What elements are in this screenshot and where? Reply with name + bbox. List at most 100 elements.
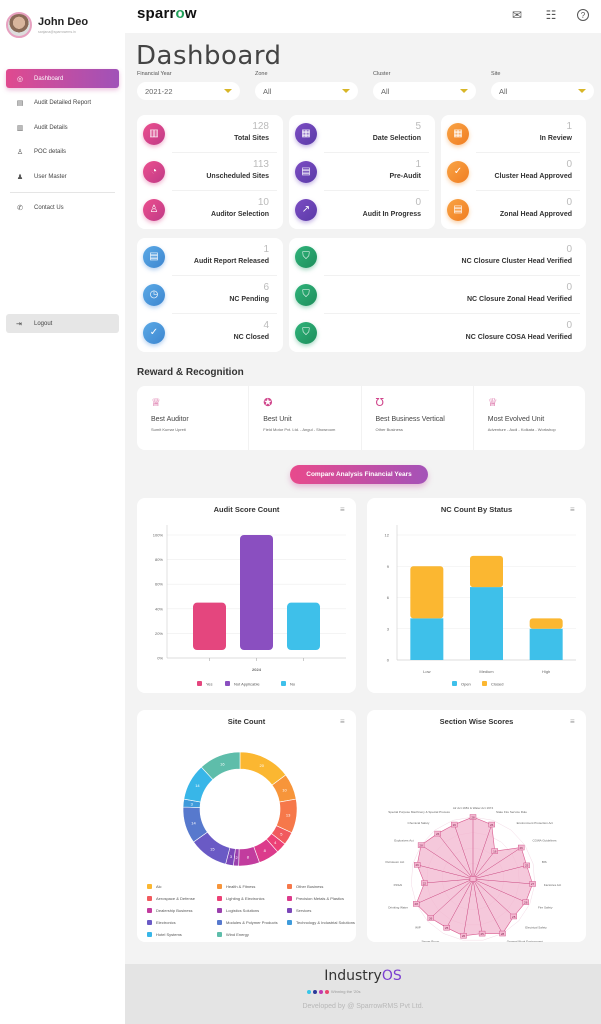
user-profile[interactable]: John Deo sanjana@sparrowrms.in — [6, 12, 88, 38]
medal-icon: ✪ — [263, 397, 273, 409]
bar-medium-closed — [470, 555, 503, 588]
stats-card-sites: ▥ 128 Total Sites ◔ 113 Unscheduled Sites ♙ 10 A… — [137, 115, 283, 229]
legend-swatch — [147, 896, 152, 901]
stats-card-audit-stages: ▦ 5 Date Selection ▤ 1 Pre-Audit ↗ 0 Audit In Pr… — [289, 115, 435, 229]
stat-pre-audit[interactable]: ▤ 1 Pre-Audit — [289, 153, 435, 191]
menu-icon[interactable]: ≡ — [340, 505, 345, 514]
site-select[interactable]: All — [491, 82, 594, 100]
compare-analysis-button[interactable]: Compare Analysis Financial Years — [290, 465, 428, 484]
menu-icon[interactable]: ≡ — [570, 505, 575, 514]
legend-swatch — [287, 908, 292, 913]
sidebar-item-user-master[interactable]: ♟ User Master — [6, 167, 119, 186]
stat-audit-in-progress[interactable]: ↗ 0 Audit In Progress — [289, 191, 435, 229]
reward-subtitle: Adventure - Audi - Kolkata - Workshop — [487, 427, 556, 432]
sidebar-item-label: Audit Details — [34, 124, 68, 131]
clipboard-icon[interactable]: ☷ — [545, 8, 557, 22]
radar-value: 26 — [524, 900, 528, 904]
radar-axis-label: Server Room — [422, 940, 440, 942]
radar-spoke — [463, 878, 474, 936]
sparrow-logo[interactable]: sparrow — [137, 5, 197, 22]
radar-axis-label: Special Purpose Machinery & Special Proc… — [388, 810, 450, 814]
y-tick-label: 0 — [387, 658, 390, 663]
stat-audit-report-released[interactable]: ▤ 1 Audit Report Released — [137, 238, 283, 276]
zone-select[interactable]: All — [255, 82, 358, 100]
logo-text: sparr — [137, 5, 176, 22]
y-tick-label: 60% — [155, 582, 163, 587]
sidebar-item-label: Contact Us — [34, 205, 64, 211]
legend-label: Health & Fitness — [226, 884, 255, 889]
radar-spoke — [430, 878, 474, 919]
chat-icon[interactable]: ✉ — [511, 8, 523, 22]
radar-spoke — [472, 878, 514, 917]
bar-yes — [193, 602, 226, 650]
sidebar-item-poc-details[interactable]: ♙ POC details — [6, 143, 119, 162]
stats-card-nc: ▤ 1 Audit Report Released ◷ 6 NC Pending ✓ 4 NC … — [137, 238, 283, 352]
stat-nc-closure-cluster-head-verified[interactable]: ⛉ 0 NC Closure Cluster Head Verified — [289, 238, 586, 276]
footer: IndustryOS Winning the '20s Developed by… — [125, 964, 601, 1024]
radar-spoke — [472, 824, 492, 880]
reward-best-unit[interactable]: ✪ Best Unit Field Motor Pvt. Ltd. - Angu… — [249, 386, 362, 450]
legend-swatch — [217, 920, 222, 925]
user-email: sanjana@sparrowrms.in — [38, 30, 76, 34]
menu-icon[interactable]: ≡ — [570, 717, 575, 726]
stat-icon: ⛉ — [295, 284, 317, 306]
slice-label: 3 — [191, 801, 194, 806]
radar-value: 26 — [429, 916, 433, 920]
reward-best-business-vertical[interactable]: ℧ Best Business Vertical Other Business — [362, 386, 474, 450]
stat-label: NC Closure Zonal Head Verified — [466, 296, 572, 303]
legend-swatch — [197, 681, 202, 686]
help-icon[interactable]: ? — [577, 9, 589, 21]
reward-most-evolved-unit[interactable]: ♕ Most Evolved Unit Adventure - Audi - K… — [474, 386, 585, 450]
stat-nc-closure-cosa-head-verified[interactable]: ⛉ 0 NC Closure COSA Head Verified — [289, 314, 586, 352]
stat-zonal-head-approved[interactable]: ▤ 0 Zonal Head Approved — [441, 191, 586, 229]
stat-icon: ▦ — [295, 123, 317, 145]
y-tick-label: 100% — [153, 533, 164, 538]
sidebar-item-audit-details[interactable]: ▥ Audit Details — [6, 118, 119, 137]
stat-label: NC Closure Cluster Head Verified — [461, 258, 572, 265]
stat-icon: ✓ — [447, 161, 469, 183]
filter-label: Financial Year — [137, 71, 172, 77]
stat-label: Total Sites — [234, 135, 269, 142]
stat-nc-pending[interactable]: ◷ 6 NC Pending — [137, 276, 283, 314]
reward-best-auditor[interactable]: ♕ Best Auditor Sumit Kumar Upreti — [137, 386, 250, 450]
stat-icon: ↗ — [295, 199, 317, 221]
dot-icon — [325, 989, 329, 994]
select-value: All — [263, 86, 272, 96]
reward-title: Best Business Vertical — [375, 416, 445, 423]
section-scores-chart-card: Section Wise Scores ≡ 28 Air Act 1981 & W… — [367, 710, 586, 942]
stat-in-review[interactable]: ▦ 1 In Review — [441, 115, 586, 153]
stat-date-selection[interactable]: ▦ 5 Date Selection — [289, 115, 435, 153]
legend-label: Technology & Industrial Solutions — [296, 920, 355, 925]
slice-wind-energy — [200, 751, 241, 781]
radar-value: 26 — [490, 823, 494, 827]
stat-label: Audit Report Released — [193, 258, 269, 265]
radar-spoke — [472, 878, 483, 934]
sidebar-item-label: Dashboard — [34, 75, 64, 82]
stat-nc-closed[interactable]: ✓ 4 NC Closed — [137, 314, 283, 352]
cluster-select[interactable]: All — [373, 82, 476, 100]
financial-year-select[interactable]: 2021-22 — [137, 82, 240, 100]
stat-label: Pre-Audit — [389, 173, 422, 180]
stat-icon: ▦ — [447, 123, 469, 145]
nc-status-chart: 0 3 6 9 12 Low Medium High Open Closed — [385, 525, 576, 687]
stat-auditor-selection[interactable]: ♙ 10 Auditor Selection — [137, 191, 283, 229]
y-tick-label: 9 — [387, 564, 390, 569]
select-value: 2021-22 — [145, 86, 173, 96]
menu-icon[interactable]: ≡ — [340, 717, 345, 726]
stat-cluster-head-approved[interactable]: ✓ 0 Cluster Head Approved — [441, 153, 586, 191]
stat-value: 113 — [253, 159, 269, 170]
legend-swatch — [281, 681, 286, 686]
rewards-card: ♕ Best Auditor Sumit Kumar Upreti ✪ Best… — [137, 386, 585, 450]
divider — [172, 275, 277, 276]
sidebar-item-dashboard[interactable]: ◎ Dashboard — [6, 69, 119, 88]
radar-point — [522, 899, 529, 905]
stat-total-sites[interactable]: ▥ 128 Total Sites — [137, 115, 283, 153]
stat-nc-closure-zonal-head-verified[interactable]: ⛉ 0 NC Closure Zonal Head Verified — [289, 276, 586, 314]
site-filter: Site All — [491, 71, 594, 100]
stat-unscheduled-sites[interactable]: ◔ 113 Unscheduled Sites — [137, 153, 283, 191]
sidebar-item-contact-us[interactable]: ✆ Contact Us — [6, 199, 119, 218]
stat-label: NC Pending — [229, 296, 269, 303]
sidebar-item-audit-detailed-report[interactable]: ▤ Audit Detailed Report — [6, 94, 119, 113]
logout-button[interactable]: ⇥ Logout — [6, 314, 119, 333]
section-scores-chart: 28 Air Act 1981 & Water Act 1974 26 State F… — [385, 806, 561, 942]
